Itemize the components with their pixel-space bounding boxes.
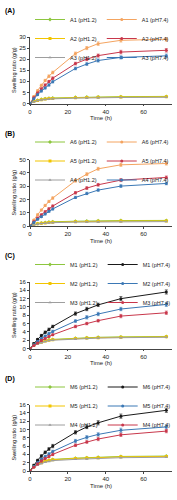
svg-text:A6 (pH1.2): A6 (pH1.2)	[70, 139, 97, 145]
svg-text:10: 10	[19, 210, 26, 216]
svg-text:Swelling ratio (g/g): Swelling ratio (g/g)	[11, 47, 17, 93]
svg-text:16: 16	[19, 279, 26, 285]
svg-text:Swelling ratio (g/g): Swelling ratio (g/g)	[11, 170, 17, 216]
svg-text:M1 (pH1.2): M1 (pH1.2)	[70, 262, 98, 268]
svg-text:12: 12	[19, 418, 26, 424]
svg-text:20: 20	[19, 56, 26, 62]
svg-text:14: 14	[19, 287, 26, 293]
svg-text:Time (h): Time (h)	[90, 360, 112, 366]
svg-text:10: 10	[19, 304, 26, 310]
svg-text:20: 20	[65, 476, 72, 482]
svg-text:M1 (pH7.4): M1 (pH7.4)	[143, 262, 171, 268]
svg-text:0: 0	[28, 354, 32, 360]
svg-text:M4 (pH7.4): M4 (pH7.4)	[143, 422, 171, 428]
svg-text:16: 16	[19, 402, 26, 408]
svg-text:12: 12	[19, 296, 26, 302]
svg-text:0: 0	[28, 231, 32, 237]
svg-text:6: 6	[23, 443, 27, 449]
svg-text:Swelling ratio (g/g): Swelling ratio (g/g)	[11, 292, 17, 338]
svg-text:M5 (pH7.4): M5 (pH7.4)	[143, 403, 171, 409]
svg-text:10: 10	[19, 78, 26, 84]
svg-text:0: 0	[23, 101, 27, 107]
svg-text:25: 25	[19, 45, 26, 51]
svg-text:40: 40	[102, 109, 109, 115]
svg-text:2: 2	[23, 337, 27, 343]
svg-text:A1 (pH7.4): A1 (pH7.4)	[142, 17, 169, 23]
svg-text:A2 (pH1.2): A2 (pH1.2)	[70, 36, 97, 42]
svg-text:20: 20	[19, 197, 26, 203]
svg-text:30: 30	[19, 34, 26, 40]
svg-text:M4 (pH1.2): M4 (pH1.2)	[70, 422, 98, 428]
svg-text:0: 0	[23, 468, 27, 474]
svg-text:M2 (pH7.4): M2 (pH7.4)	[143, 281, 171, 287]
svg-text:M6 (pH1.2): M6 (pH1.2)	[70, 384, 98, 390]
svg-text:(D): (D)	[5, 375, 15, 383]
svg-text:15: 15	[19, 67, 26, 73]
svg-text:0: 0	[23, 346, 27, 352]
svg-text:A3 (pH7.4): A3 (pH7.4)	[142, 55, 169, 61]
svg-text:Swelling ratio (g/g): Swelling ratio (g/g)	[11, 415, 17, 461]
svg-text:M3 (pH1.2): M3 (pH1.2)	[70, 300, 98, 306]
svg-text:A3 (pH1.2): A3 (pH1.2)	[70, 55, 97, 61]
svg-text:40: 40	[19, 170, 26, 176]
svg-text:10: 10	[19, 427, 26, 433]
svg-text:Time (h): Time (h)	[90, 238, 112, 244]
svg-text:A5 (pH1.2): A5 (pH1.2)	[70, 158, 97, 164]
svg-text:A6 (pH7.4): A6 (pH7.4)	[142, 139, 169, 145]
svg-text:60: 60	[140, 109, 147, 115]
svg-text:20: 20	[65, 231, 72, 237]
svg-text:M6 (pH7.4): M6 (pH7.4)	[143, 384, 171, 390]
svg-text:(B): (B)	[5, 130, 15, 138]
svg-text:A4 (pH1.2): A4 (pH1.2)	[70, 177, 97, 183]
svg-text:0: 0	[28, 476, 32, 482]
svg-text:40: 40	[102, 231, 109, 237]
svg-text:20: 20	[65, 354, 72, 360]
svg-text:Time (h): Time (h)	[90, 483, 112, 489]
svg-text:60: 60	[140, 476, 147, 482]
svg-text:0: 0	[28, 109, 32, 115]
svg-text:Time (h): Time (h)	[90, 115, 112, 121]
svg-text:A4 (pH7.4): A4 (pH7.4)	[142, 177, 169, 183]
svg-text:M2 (pH1.2): M2 (pH1.2)	[70, 281, 98, 287]
svg-text:5: 5	[23, 90, 27, 96]
svg-text:4: 4	[23, 451, 27, 457]
svg-text:60: 60	[140, 231, 147, 237]
svg-text:4: 4	[23, 329, 27, 335]
svg-text:14: 14	[19, 410, 26, 416]
svg-text:M3 (pH7.4): M3 (pH7.4)	[143, 300, 171, 306]
svg-text:6: 6	[23, 321, 27, 327]
svg-text:40: 40	[102, 354, 109, 360]
svg-text:30: 30	[19, 183, 26, 189]
svg-text:50: 50	[19, 157, 26, 163]
svg-text:M5 (pH1.2): M5 (pH1.2)	[70, 403, 98, 409]
svg-text:A2 (pH7.4): A2 (pH7.4)	[142, 36, 169, 42]
svg-text:(A): (A)	[5, 7, 15, 15]
svg-text:2: 2	[23, 460, 27, 466]
svg-text:0: 0	[23, 223, 27, 229]
svg-text:8: 8	[23, 312, 27, 318]
svg-text:(C): (C)	[5, 252, 15, 260]
svg-text:60: 60	[140, 354, 147, 360]
svg-text:A5 (pH7.4): A5 (pH7.4)	[142, 158, 169, 164]
svg-text:8: 8	[23, 435, 27, 441]
svg-text:A1 (pH1.2): A1 (pH1.2)	[70, 17, 97, 23]
svg-text:20: 20	[65, 109, 72, 115]
svg-text:40: 40	[102, 476, 109, 482]
